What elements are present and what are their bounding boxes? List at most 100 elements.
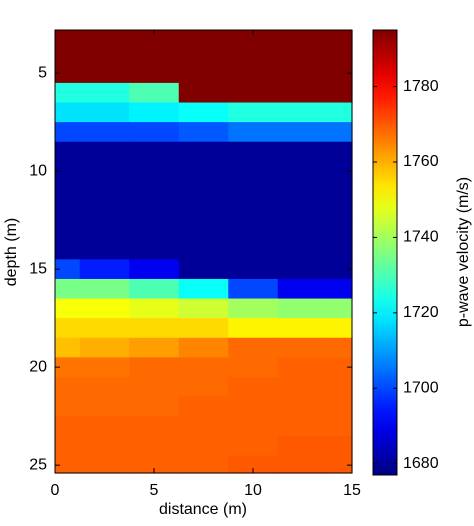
heatmap-cell xyxy=(79,357,130,378)
y-tick-label: 25 xyxy=(29,456,47,473)
heatmap-cell xyxy=(228,220,279,241)
heatmap-cell xyxy=(129,396,180,417)
heatmap-cell xyxy=(55,435,81,456)
x-tick-label: 15 xyxy=(343,482,361,499)
heatmap-cell xyxy=(79,43,130,64)
heatmap-cell xyxy=(277,337,328,358)
heatmap-cell xyxy=(228,376,279,398)
heatmap-cell xyxy=(55,278,81,300)
y-tick-label: 20 xyxy=(29,358,47,375)
heatmap-cell xyxy=(277,161,328,182)
heatmap-cell xyxy=(79,376,130,398)
heatmap-cell xyxy=(79,239,130,260)
heatmap-cell xyxy=(178,220,229,241)
heatmap-cell xyxy=(277,122,328,143)
x-tick-label: 5 xyxy=(150,482,159,499)
heatmap-cell xyxy=(178,180,229,202)
heatmap-cell xyxy=(228,278,279,300)
heatmap-cell xyxy=(277,416,328,437)
heatmap-cell xyxy=(79,396,130,417)
heatmap-cell xyxy=(55,180,81,202)
heatmap-cell xyxy=(79,416,130,437)
heatmap-cell xyxy=(79,298,130,319)
heatmap-cell xyxy=(55,141,81,162)
heatmap-cell xyxy=(327,376,353,398)
heatmap-cell xyxy=(79,220,130,241)
heatmap-cell xyxy=(178,200,229,221)
heatmap-cell xyxy=(178,82,229,104)
heatmap-cell xyxy=(327,220,353,241)
heatmap-cell xyxy=(79,435,130,456)
colorbar-tick-label: 1760 xyxy=(403,153,439,170)
y-axis-label: depth (m) xyxy=(3,218,20,286)
heatmap-cell xyxy=(129,63,180,84)
heatmap-cell xyxy=(129,82,180,104)
heatmap-cell xyxy=(228,43,279,64)
heatmap-cell xyxy=(277,455,328,474)
heatmap-cell xyxy=(79,141,130,162)
heatmap-cell xyxy=(178,122,229,143)
heatmap-cell xyxy=(327,455,353,474)
heatmap-cell xyxy=(327,161,353,182)
heatmap-cell xyxy=(228,30,279,45)
heatmap-cell xyxy=(228,82,279,104)
plot-frame xyxy=(54,29,353,474)
heatmap-cell xyxy=(277,357,328,378)
colorbar-tick-label: 1720 xyxy=(403,304,439,321)
heatmap-cell xyxy=(277,435,328,456)
heatmap-cell xyxy=(327,30,353,45)
heatmap-cell xyxy=(55,63,81,84)
heatmap-cell xyxy=(178,298,229,319)
heatmap-cell xyxy=(79,30,130,45)
x-tick-label: 0 xyxy=(51,482,60,499)
heatmap-cell xyxy=(55,376,81,398)
heatmap-cell xyxy=(228,396,279,417)
heatmap-cell xyxy=(55,318,81,339)
heatmap-cell xyxy=(277,82,328,104)
heatmap-cell xyxy=(228,141,279,162)
heatmap-cell xyxy=(277,376,328,398)
heatmap-cell xyxy=(228,337,279,358)
heatmap-cell xyxy=(327,337,353,358)
heatmap-cell xyxy=(277,43,328,64)
heatmap-cell xyxy=(228,357,279,378)
colorbar-tick-label: 1780 xyxy=(403,78,439,95)
heatmap-cell xyxy=(277,259,328,280)
heatmap-cell xyxy=(129,435,180,456)
colorbar-tick-label: 1680 xyxy=(403,455,439,472)
heatmap-cell xyxy=(55,416,81,437)
heatmap-cell xyxy=(228,102,279,123)
heatmap-cell xyxy=(55,337,81,358)
heatmap-cell xyxy=(129,30,180,45)
heatmap-cell xyxy=(79,278,130,300)
heatmap-cell xyxy=(327,357,353,378)
y-tick-label: 10 xyxy=(29,162,47,179)
x-axis-label: distance (m) xyxy=(159,501,247,518)
heatmap-cell xyxy=(327,435,353,456)
heatmap-cell xyxy=(327,82,353,104)
heatmap-cell xyxy=(55,200,81,221)
heatmap-cell xyxy=(79,161,130,182)
heatmap-cell xyxy=(55,259,81,280)
heatmap-cell xyxy=(55,161,81,182)
heatmap-cell xyxy=(129,376,180,398)
heatmap-cell xyxy=(55,43,81,64)
colorbar-tick-label: 1740 xyxy=(403,229,439,246)
heatmap-cell xyxy=(79,82,130,104)
heatmap-cell xyxy=(79,122,130,143)
heatmap-cell xyxy=(327,141,353,162)
heatmap-cell xyxy=(277,180,328,202)
heatmap-cell xyxy=(55,298,81,319)
heatmap-cell xyxy=(178,239,229,260)
heatmap-cell xyxy=(178,416,229,437)
heatmap-cell xyxy=(327,43,353,64)
heatmap-cell xyxy=(228,63,279,84)
heatmap-cell xyxy=(277,318,328,339)
heatmap-cell xyxy=(129,161,180,182)
heatmap-cell xyxy=(277,102,328,123)
heatmap-cell xyxy=(129,122,180,143)
heatmap-cell xyxy=(277,396,328,417)
heatmap-cell xyxy=(228,318,279,339)
heatmap-cell xyxy=(228,455,279,474)
